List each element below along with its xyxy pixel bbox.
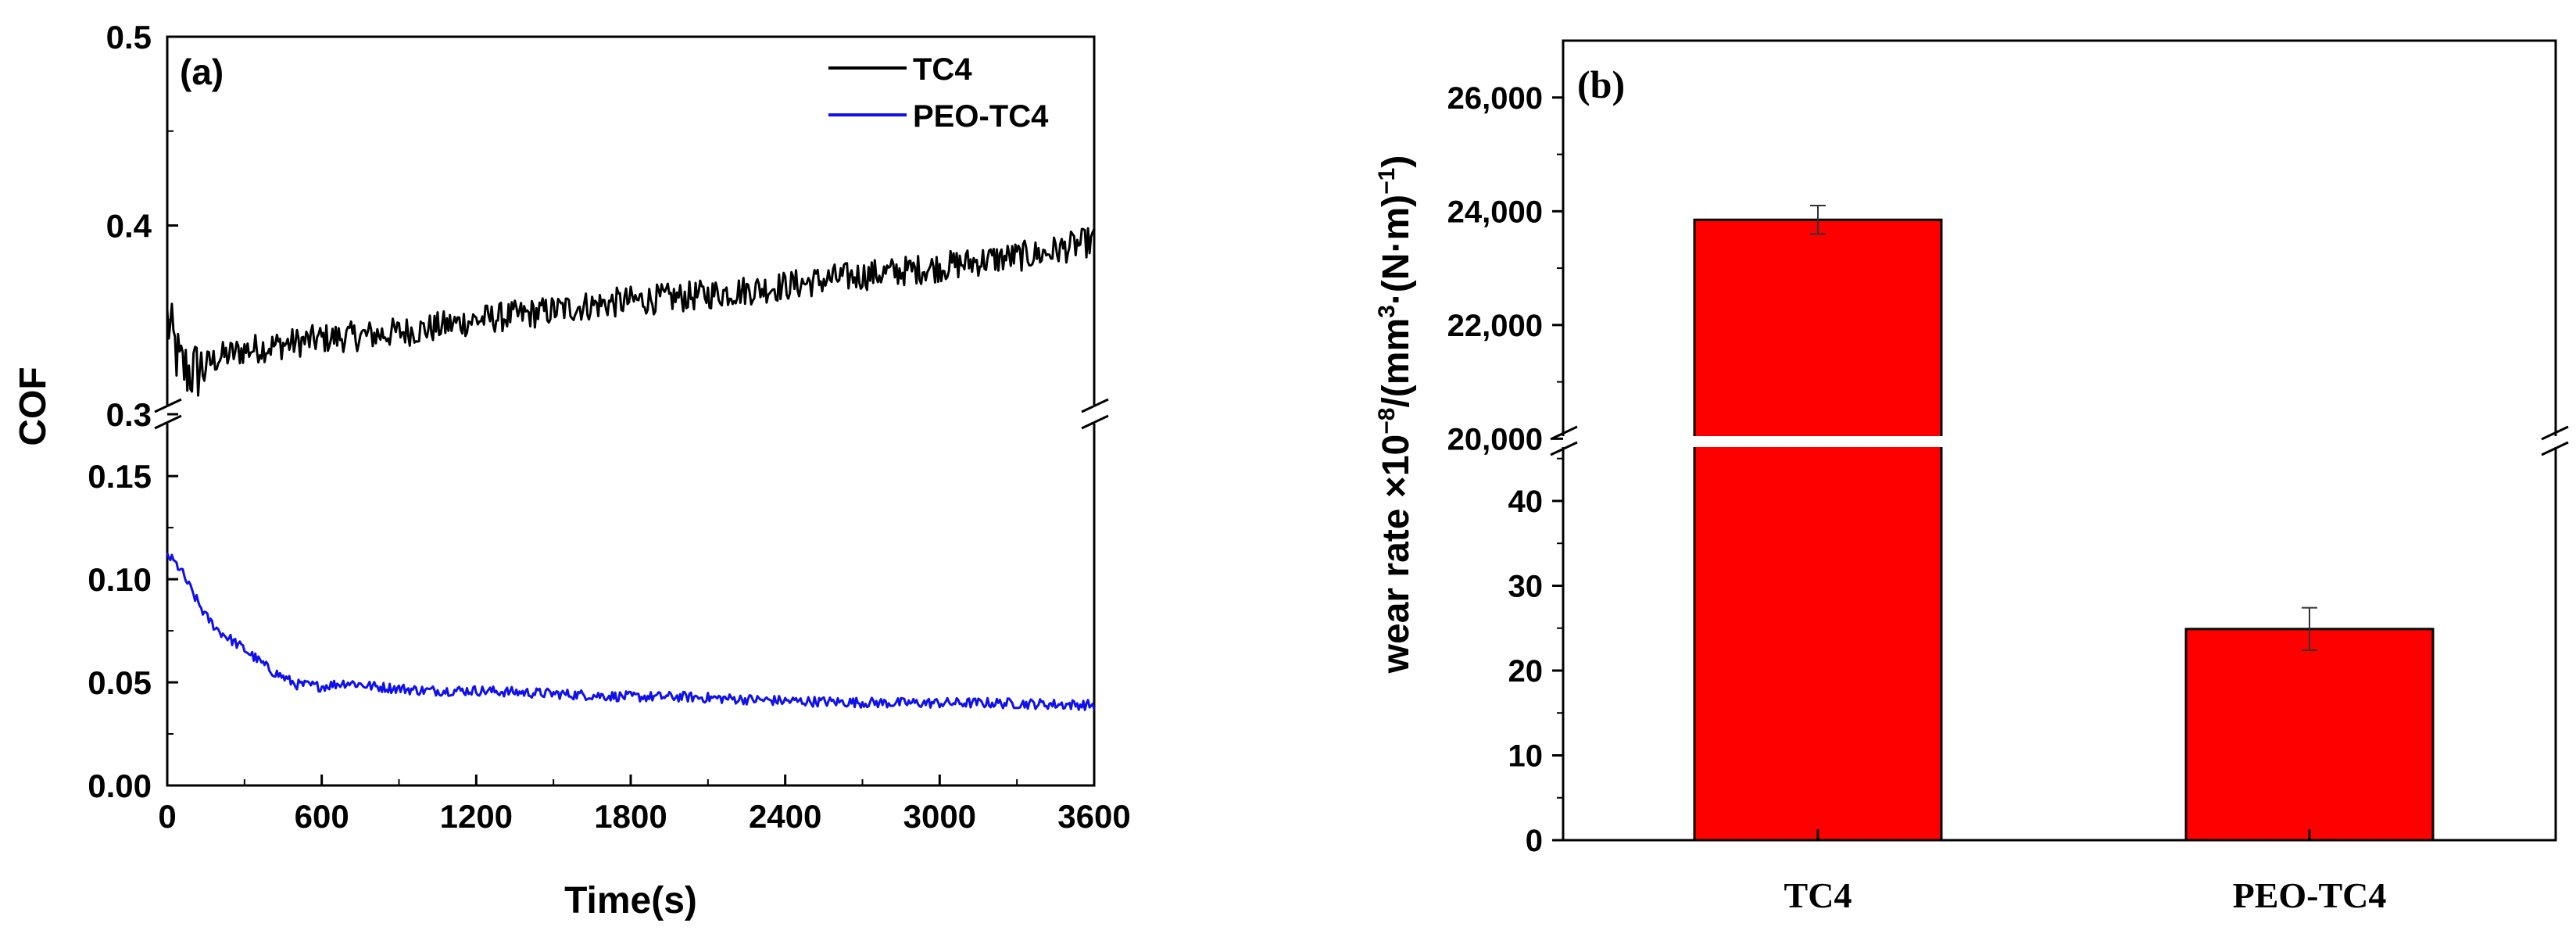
y-tick-label: 0.00 — [88, 767, 152, 804]
y-tick-label: 10 — [1508, 739, 1544, 773]
panel-a-x-axis-title: Time(s) — [564, 880, 697, 921]
x-category-label: TC4 — [1784, 875, 1852, 915]
y-tick-label: 24,000 — [1447, 195, 1543, 229]
y-tick-label: 20,000 — [1447, 422, 1543, 456]
panel-a-y-axis-title: COF — [13, 367, 54, 445]
y-tick-label: 0.05 — [88, 664, 152, 701]
panel-a-ticks: 0 600 1200 1800 2400 3000 3600 0.3 0.4 0.5 0.00 0.0… — [88, 19, 1130, 835]
panel-b-break-marks — [1550, 425, 2569, 456]
y-tick-label: 0.3 — [106, 396, 152, 433]
panel-b-bars — [1693, 205, 2435, 842]
y-tick-label: 0.5 — [106, 19, 152, 55]
panel-a-axis-break-gap — [159, 405, 1102, 424]
panel-a-legend: TC4 PEO-TC4 — [828, 52, 1049, 134]
y-tick-label: 0.15 — [88, 458, 152, 495]
y-tick-label: 0.10 — [88, 561, 152, 598]
y-tick-label: 0.4 — [106, 208, 152, 245]
panel-b-wear-rate-chart: TC4 PEO-TC4 0 10 20 30 40 20,000 22,000 24,000 26,… — [1374, 39, 2569, 915]
panel-a-label: (a) — [180, 52, 224, 92]
legend-tc4-label: TC4 — [913, 52, 972, 87]
panel-a-break-marks — [154, 398, 1109, 430]
bar-peo-tc4 — [2184, 628, 2435, 842]
x-tick-label: 600 — [295, 798, 349, 835]
y-tick-label: 0 — [1526, 824, 1543, 858]
panel-b-ticks: TC4 PEO-TC4 0 10 20 30 40 20,000 22,000 24,000 26,… — [1447, 81, 2387, 915]
tc4-cof-line — [166, 227, 1096, 397]
legend-peo-tc4-label: PEO-TC4 — [913, 99, 1049, 134]
panel-b-label: (b) — [1577, 63, 1625, 106]
peo-tc4-cof-line — [166, 552, 1096, 711]
panel-a-cof-chart: 0 600 1200 1800 2400 3000 3600 0.3 0.4 0.5 0.00 0.0… — [13, 19, 1131, 921]
panel-a-lines — [166, 227, 1096, 711]
y-tick-label: 40 — [1508, 485, 1544, 519]
x-tick-label: 3600 — [1057, 798, 1130, 835]
x-tick-label: 0 — [158, 798, 176, 835]
x-category-label: PEO-TC4 — [2233, 875, 2387, 915]
panel-b-axis-break-gap — [1555, 436, 2563, 447]
y-tick-label: 26,000 — [1447, 81, 1543, 116]
bar-tc4 — [1693, 218, 1943, 842]
panel-b-y-axis-title: wear rate ×10−8/(mm3·(N·m)−1) — [1374, 156, 1417, 674]
x-tick-label: 2400 — [749, 798, 821, 835]
y-tick-label: 20 — [1508, 654, 1544, 689]
y-tick-label: 30 — [1508, 569, 1544, 603]
y-tick-label: 22,000 — [1447, 309, 1543, 343]
x-tick-label: 3000 — [903, 798, 976, 835]
x-tick-label: 1200 — [440, 798, 513, 835]
x-tick-label: 1800 — [594, 798, 667, 835]
